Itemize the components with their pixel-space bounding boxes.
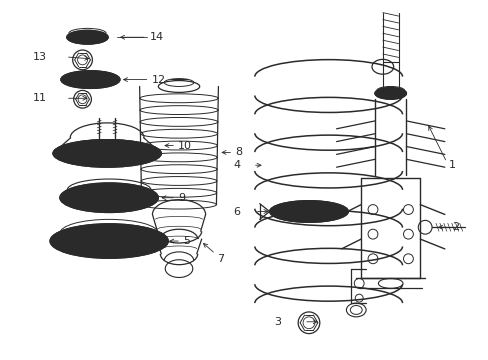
Text: 11: 11 bbox=[33, 93, 47, 103]
Ellipse shape bbox=[67, 30, 108, 44]
Text: 1: 1 bbox=[448, 160, 455, 170]
Text: 13: 13 bbox=[33, 52, 47, 62]
Ellipse shape bbox=[61, 71, 120, 89]
Text: 10: 10 bbox=[178, 140, 192, 150]
Text: 2: 2 bbox=[451, 222, 458, 232]
Text: 12: 12 bbox=[151, 75, 165, 85]
Text: 7: 7 bbox=[217, 254, 224, 264]
Ellipse shape bbox=[269, 201, 347, 222]
Ellipse shape bbox=[374, 87, 406, 99]
Text: 8: 8 bbox=[235, 148, 242, 157]
Ellipse shape bbox=[50, 224, 168, 258]
Text: 5: 5 bbox=[183, 236, 189, 246]
Text: 4: 4 bbox=[233, 160, 240, 170]
Text: 3: 3 bbox=[274, 317, 281, 327]
Text: 6: 6 bbox=[233, 207, 240, 216]
Text: 9: 9 bbox=[178, 193, 185, 203]
Text: 14: 14 bbox=[149, 32, 163, 42]
Ellipse shape bbox=[60, 183, 158, 212]
Ellipse shape bbox=[53, 140, 161, 167]
